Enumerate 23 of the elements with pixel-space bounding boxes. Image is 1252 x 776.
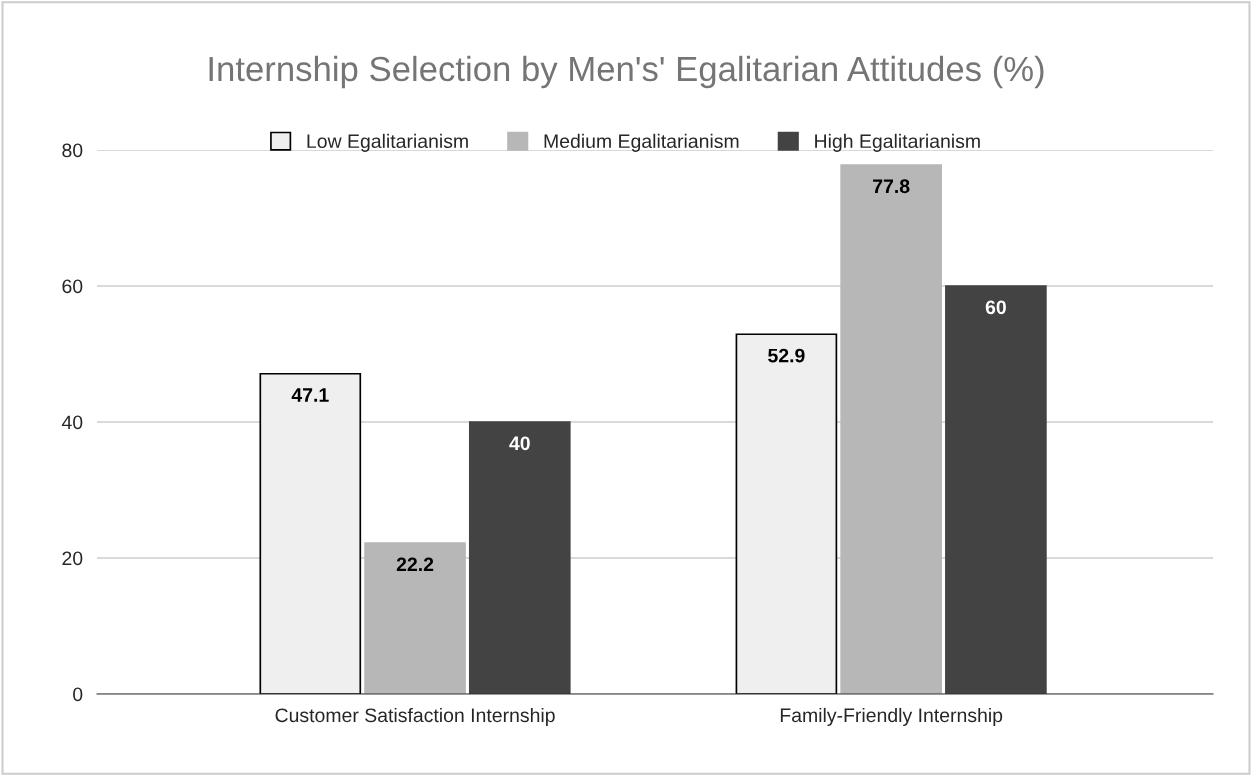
data-label: 40: [509, 436, 530, 451]
legend-label: Medium Egalitarianism: [544, 133, 739, 152]
y-tick-label: 40: [61, 415, 83, 430]
bar: [840, 164, 942, 694]
bar: [468, 421, 571, 694]
y-tick-label: 20: [62, 551, 83, 566]
legend-label: Low Egalitarianism: [307, 133, 468, 152]
y-tick-label: 80: [62, 143, 83, 158]
data-label: 47.1: [291, 388, 329, 402]
y-tick-label: 0: [73, 687, 83, 702]
data-label: 22.2: [396, 557, 434, 572]
bar: [259, 372, 362, 694]
x-tick-label: Family-Friendly Internship: [780, 707, 1003, 727]
chart-title: Internship Selection by Men's' Egalitarian Attitudes (%): [209, 55, 1044, 89]
data-label: 52.9: [768, 348, 805, 363]
data-label: 60: [985, 300, 1006, 315]
data-label: 77.8: [873, 179, 910, 194]
x-tick-label: Customer Satisfaction Internship: [275, 707, 555, 727]
bar: [735, 333, 838, 694]
bar: [945, 285, 1047, 694]
legend-label: High Egalitarianism: [815, 133, 980, 152]
y-tick-label: 60: [62, 279, 83, 294]
bar: [364, 542, 466, 694]
